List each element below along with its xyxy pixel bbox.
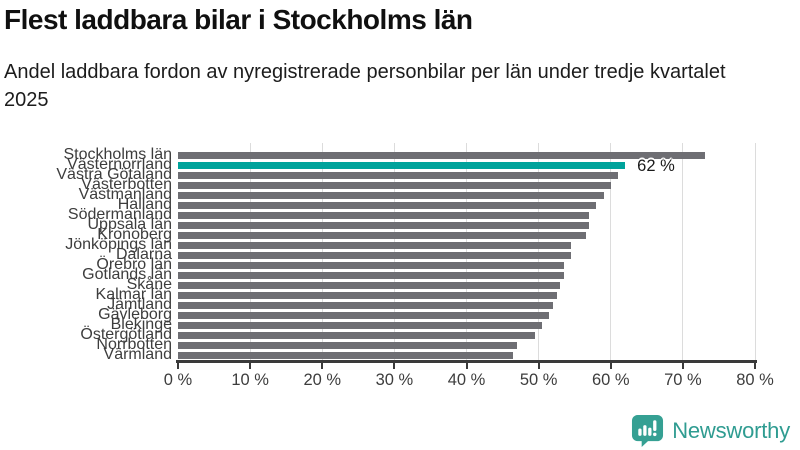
y-axis-label: Västerbotten bbox=[81, 176, 172, 193]
chart-row: Södermanland bbox=[0, 206, 755, 223]
y-axis-label: Västra Götaland bbox=[56, 166, 172, 183]
chart-row: Västerbotten bbox=[0, 176, 755, 193]
tick-mark bbox=[177, 362, 179, 369]
gridline bbox=[682, 143, 684, 361]
chart-row: Gotlands län bbox=[0, 266, 755, 283]
tick-mark bbox=[537, 362, 540, 369]
y-axis-label: Dalarna bbox=[115, 246, 172, 263]
y-axis-label: Södermanland bbox=[67, 206, 172, 223]
chart-row: Skåne bbox=[0, 276, 755, 293]
y-axis-label: Jönköpings län bbox=[65, 236, 172, 253]
tick-mark bbox=[465, 362, 468, 369]
y-axis-label: Skåne bbox=[126, 276, 172, 293]
chart-row: Västernorrland bbox=[0, 156, 755, 173]
x-tick-label: 40 % bbox=[447, 371, 486, 389]
bar bbox=[178, 221, 590, 229]
bar-chart-speech-bubble-icon bbox=[632, 414, 664, 447]
y-axis-label: Kronoberg bbox=[97, 226, 172, 243]
chart-title: Flest laddbara bilar i Stockholms län bbox=[4, 4, 473, 35]
x-tick-label: 70 % bbox=[664, 371, 702, 389]
chart-row: Kalmar län bbox=[0, 286, 755, 303]
bar bbox=[178, 301, 554, 309]
bar bbox=[178, 331, 536, 339]
y-axis-label: Örebro län bbox=[96, 256, 172, 273]
bar bbox=[178, 261, 564, 269]
x-tick-label: 0 % bbox=[163, 371, 193, 389]
chart-row: Halland bbox=[0, 196, 755, 213]
chart-row: Jönköpings län bbox=[0, 236, 755, 253]
bar bbox=[178, 231, 586, 239]
chart-row: Jämtland bbox=[0, 296, 755, 313]
tick-mark bbox=[681, 362, 684, 369]
bar bbox=[178, 271, 564, 279]
chart-row: Uppsala län bbox=[0, 216, 755, 233]
bar bbox=[178, 341, 517, 349]
bar bbox=[178, 311, 550, 319]
tick-mark bbox=[321, 362, 324, 369]
x-tick-label: 10 % bbox=[231, 371, 269, 389]
x-tick-label: 30 % bbox=[375, 371, 414, 389]
bar bbox=[178, 201, 597, 209]
chart-row: Värmland bbox=[0, 346, 755, 363]
gridline bbox=[610, 143, 612, 361]
chart-row: Dalarna bbox=[0, 246, 755, 263]
bar bbox=[178, 191, 604, 199]
brand-name: Newsworthy bbox=[672, 417, 790, 443]
newsworthy-logo[interactable]: Newsworthy bbox=[631, 414, 790, 447]
chart-row: Gävleborg bbox=[0, 306, 755, 323]
chart-row: Kronoberg bbox=[0, 226, 755, 243]
chart-row: Blekinge bbox=[0, 316, 755, 333]
tick-mark bbox=[393, 362, 396, 369]
x-tick-label: 80 % bbox=[736, 371, 774, 389]
x-tick-label: 60 % bbox=[591, 371, 630, 389]
y-axis-label: Norrbotten bbox=[96, 336, 172, 353]
y-axis-label: Gävleborg bbox=[98, 306, 172, 323]
chart-row: Västmanland bbox=[0, 186, 755, 203]
y-axis-label: Västernorrland bbox=[67, 156, 172, 173]
bar bbox=[178, 161, 626, 169]
bar bbox=[178, 351, 514, 359]
y-axis-label: Stockholms län bbox=[63, 146, 173, 163]
y-axis-label: Jämtland bbox=[107, 296, 172, 313]
chart-row: Östergötland bbox=[0, 326, 755, 343]
x-tick-label: 50 % bbox=[519, 371, 558, 389]
y-axis-label: Västmanland bbox=[78, 186, 172, 203]
y-axis-label: Östergötland bbox=[80, 326, 172, 343]
bar bbox=[178, 181, 611, 189]
bar-rows: Stockholms län Västernorrland Västra Götal… bbox=[0, 146, 755, 363]
bar bbox=[178, 171, 618, 179]
y-axis-label: Kalmar län bbox=[95, 286, 172, 303]
y-axis-label: Gotlands län bbox=[82, 266, 172, 283]
y-axis-label: Blekinge bbox=[110, 316, 172, 333]
x-tick-label: 20 % bbox=[303, 371, 342, 389]
chart-row: Norrbotten bbox=[0, 336, 755, 353]
bar bbox=[178, 291, 557, 299]
highlight-value-label: 62 % bbox=[637, 157, 675, 175]
chart-row: Örebro län bbox=[0, 256, 755, 273]
y-axis-label: Värmland bbox=[103, 346, 172, 363]
bar bbox=[178, 251, 572, 259]
chart-row: Västra Götaland bbox=[0, 166, 755, 183]
bar bbox=[178, 151, 705, 159]
tick-mark bbox=[609, 362, 612, 369]
tick-mark bbox=[754, 362, 756, 369]
bar bbox=[178, 241, 572, 249]
bar bbox=[178, 321, 543, 329]
bar bbox=[178, 281, 561, 289]
bar bbox=[178, 211, 590, 219]
chart-row: Stockholms län bbox=[0, 146, 755, 163]
tick-mark bbox=[249, 362, 252, 369]
y-axis-label: Uppsala län bbox=[87, 216, 173, 233]
gridline bbox=[754, 143, 756, 361]
chart-subtitle: Andel laddbara fordon av nyregistrerade … bbox=[4, 61, 726, 111]
y-axis-label: Halland bbox=[117, 196, 172, 213]
x-axis-line bbox=[176, 360, 757, 363]
